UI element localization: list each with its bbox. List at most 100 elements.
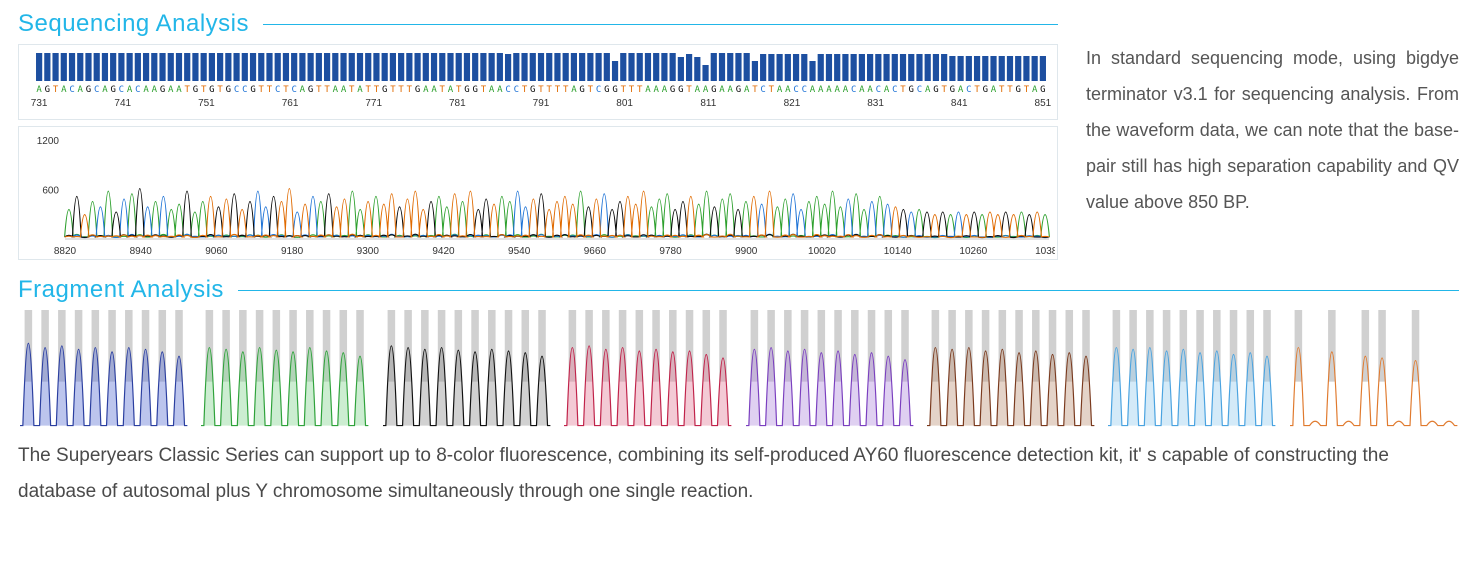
svg-text:G: G (160, 85, 165, 95)
svg-text:A: A (843, 85, 849, 95)
svg-text:A: A (176, 85, 182, 95)
svg-text:A: A (423, 85, 429, 95)
svg-text:9780: 9780 (659, 246, 682, 257)
svg-text:T: T (547, 85, 553, 95)
rule-line (238, 290, 1459, 291)
fragment-chart (1106, 310, 1277, 428)
svg-text:G: G (612, 85, 617, 95)
svg-text:T: T (185, 85, 191, 95)
svg-text:T: T (316, 85, 322, 95)
svg-text:A: A (333, 85, 339, 95)
svg-text:731: 731 (31, 98, 48, 109)
svg-text:A: A (168, 85, 174, 95)
svg-text:A: A (925, 85, 931, 95)
svg-text:9300: 9300 (357, 246, 380, 257)
svg-text:841: 841 (951, 98, 968, 109)
svg-text:A: A (653, 85, 659, 95)
svg-text:761: 761 (282, 98, 299, 109)
svg-text:G: G (226, 85, 231, 95)
svg-text:A: A (61, 85, 67, 95)
svg-text:A: A (826, 85, 832, 95)
svg-text:T: T (349, 85, 355, 95)
svg-text:A: A (571, 85, 577, 95)
fragment-chart (562, 310, 733, 428)
svg-text:751: 751 (198, 98, 215, 109)
svg-text:A: A (884, 85, 890, 95)
svg-text:A: A (695, 85, 701, 95)
svg-text:8820: 8820 (54, 246, 77, 257)
svg-text:A: A (1032, 85, 1038, 95)
svg-text:T: T (374, 85, 380, 95)
svg-text:T: T (588, 85, 594, 95)
svg-text:G: G (1015, 85, 1020, 95)
svg-text:C: C (793, 85, 798, 95)
svg-text:T: T (267, 85, 273, 95)
svg-text:A: A (36, 85, 42, 95)
fragment-chart (199, 310, 370, 428)
svg-text:T: T (555, 85, 561, 95)
svg-text:A: A (867, 85, 873, 95)
fragment-panel (925, 310, 1096, 428)
fragment-chart (744, 310, 915, 428)
svg-text:T: T (769, 85, 775, 95)
svg-text:G: G (604, 85, 609, 95)
svg-text:801: 801 (616, 98, 633, 109)
svg-text:T: T (900, 85, 906, 95)
fragment-panel (381, 310, 552, 428)
svg-text:A: A (102, 85, 108, 95)
svg-text:G: G (472, 85, 477, 95)
svg-text:G: G (209, 85, 214, 95)
svg-text:771: 771 (365, 98, 382, 109)
chromatogram-panel: 6001200882089409060918093009420954096609… (18, 126, 1058, 260)
svg-text:A: A (143, 85, 149, 95)
svg-text:T: T (522, 85, 528, 95)
svg-text:C: C (851, 85, 856, 95)
svg-text:T: T (1007, 85, 1013, 95)
svg-text:A: A (645, 85, 651, 95)
svg-text:G: G (933, 85, 938, 95)
svg-text:1200: 1200 (37, 136, 60, 147)
svg-text:9180: 9180 (281, 246, 304, 257)
svg-text:C: C (275, 85, 280, 95)
svg-text:G: G (670, 85, 675, 95)
svg-text:821: 821 (784, 98, 801, 109)
svg-text:C: C (596, 85, 601, 95)
svg-text:T: T (390, 85, 396, 95)
svg-text:T: T (259, 85, 265, 95)
svg-text:9060: 9060 (205, 246, 228, 257)
svg-text:T: T (481, 85, 487, 95)
svg-text:A: A (744, 85, 750, 95)
svg-text:A: A (810, 85, 816, 95)
svg-text:C: C (802, 85, 807, 95)
svg-text:A: A (489, 85, 495, 95)
svg-text:T: T (629, 85, 635, 95)
svg-text:C: C (505, 85, 510, 95)
svg-text:C: C (876, 85, 881, 95)
svg-text:T: T (440, 85, 446, 95)
svg-text:T: T (407, 85, 413, 95)
sequencing-description: In standard sequencing mode, using bigdy… (1086, 40, 1459, 220)
fragment-panel (562, 310, 733, 428)
fragment-title: Fragment Analysis (18, 276, 224, 304)
svg-text:G: G (678, 85, 683, 95)
svg-text:10020: 10020 (808, 246, 836, 257)
svg-text:8940: 8940 (130, 246, 153, 257)
svg-text:T: T (538, 85, 544, 95)
svg-text:791: 791 (533, 98, 550, 109)
svg-text:T: T (563, 85, 569, 95)
svg-text:C: C (291, 85, 296, 95)
svg-text:A: A (357, 85, 363, 95)
svg-text:A: A (152, 85, 158, 95)
quality-bars-chart: AGTACAGCAGCACAAGAATGTGTGCCGTTCTCAGTTAATA… (21, 49, 1055, 117)
svg-text:A: A (818, 85, 824, 95)
fragment-chart (925, 310, 1096, 428)
chromatogram-chart: 6001200882089409060918093009420954096609… (21, 129, 1055, 257)
svg-text:A: A (958, 85, 964, 95)
svg-text:T: T (999, 85, 1005, 95)
svg-text:9660: 9660 (584, 246, 607, 257)
svg-text:T: T (324, 85, 330, 95)
fragment-panel (199, 310, 370, 428)
svg-text:G: G (110, 85, 115, 95)
svg-text:G: G (45, 85, 50, 95)
svg-text:A: A (777, 85, 783, 95)
